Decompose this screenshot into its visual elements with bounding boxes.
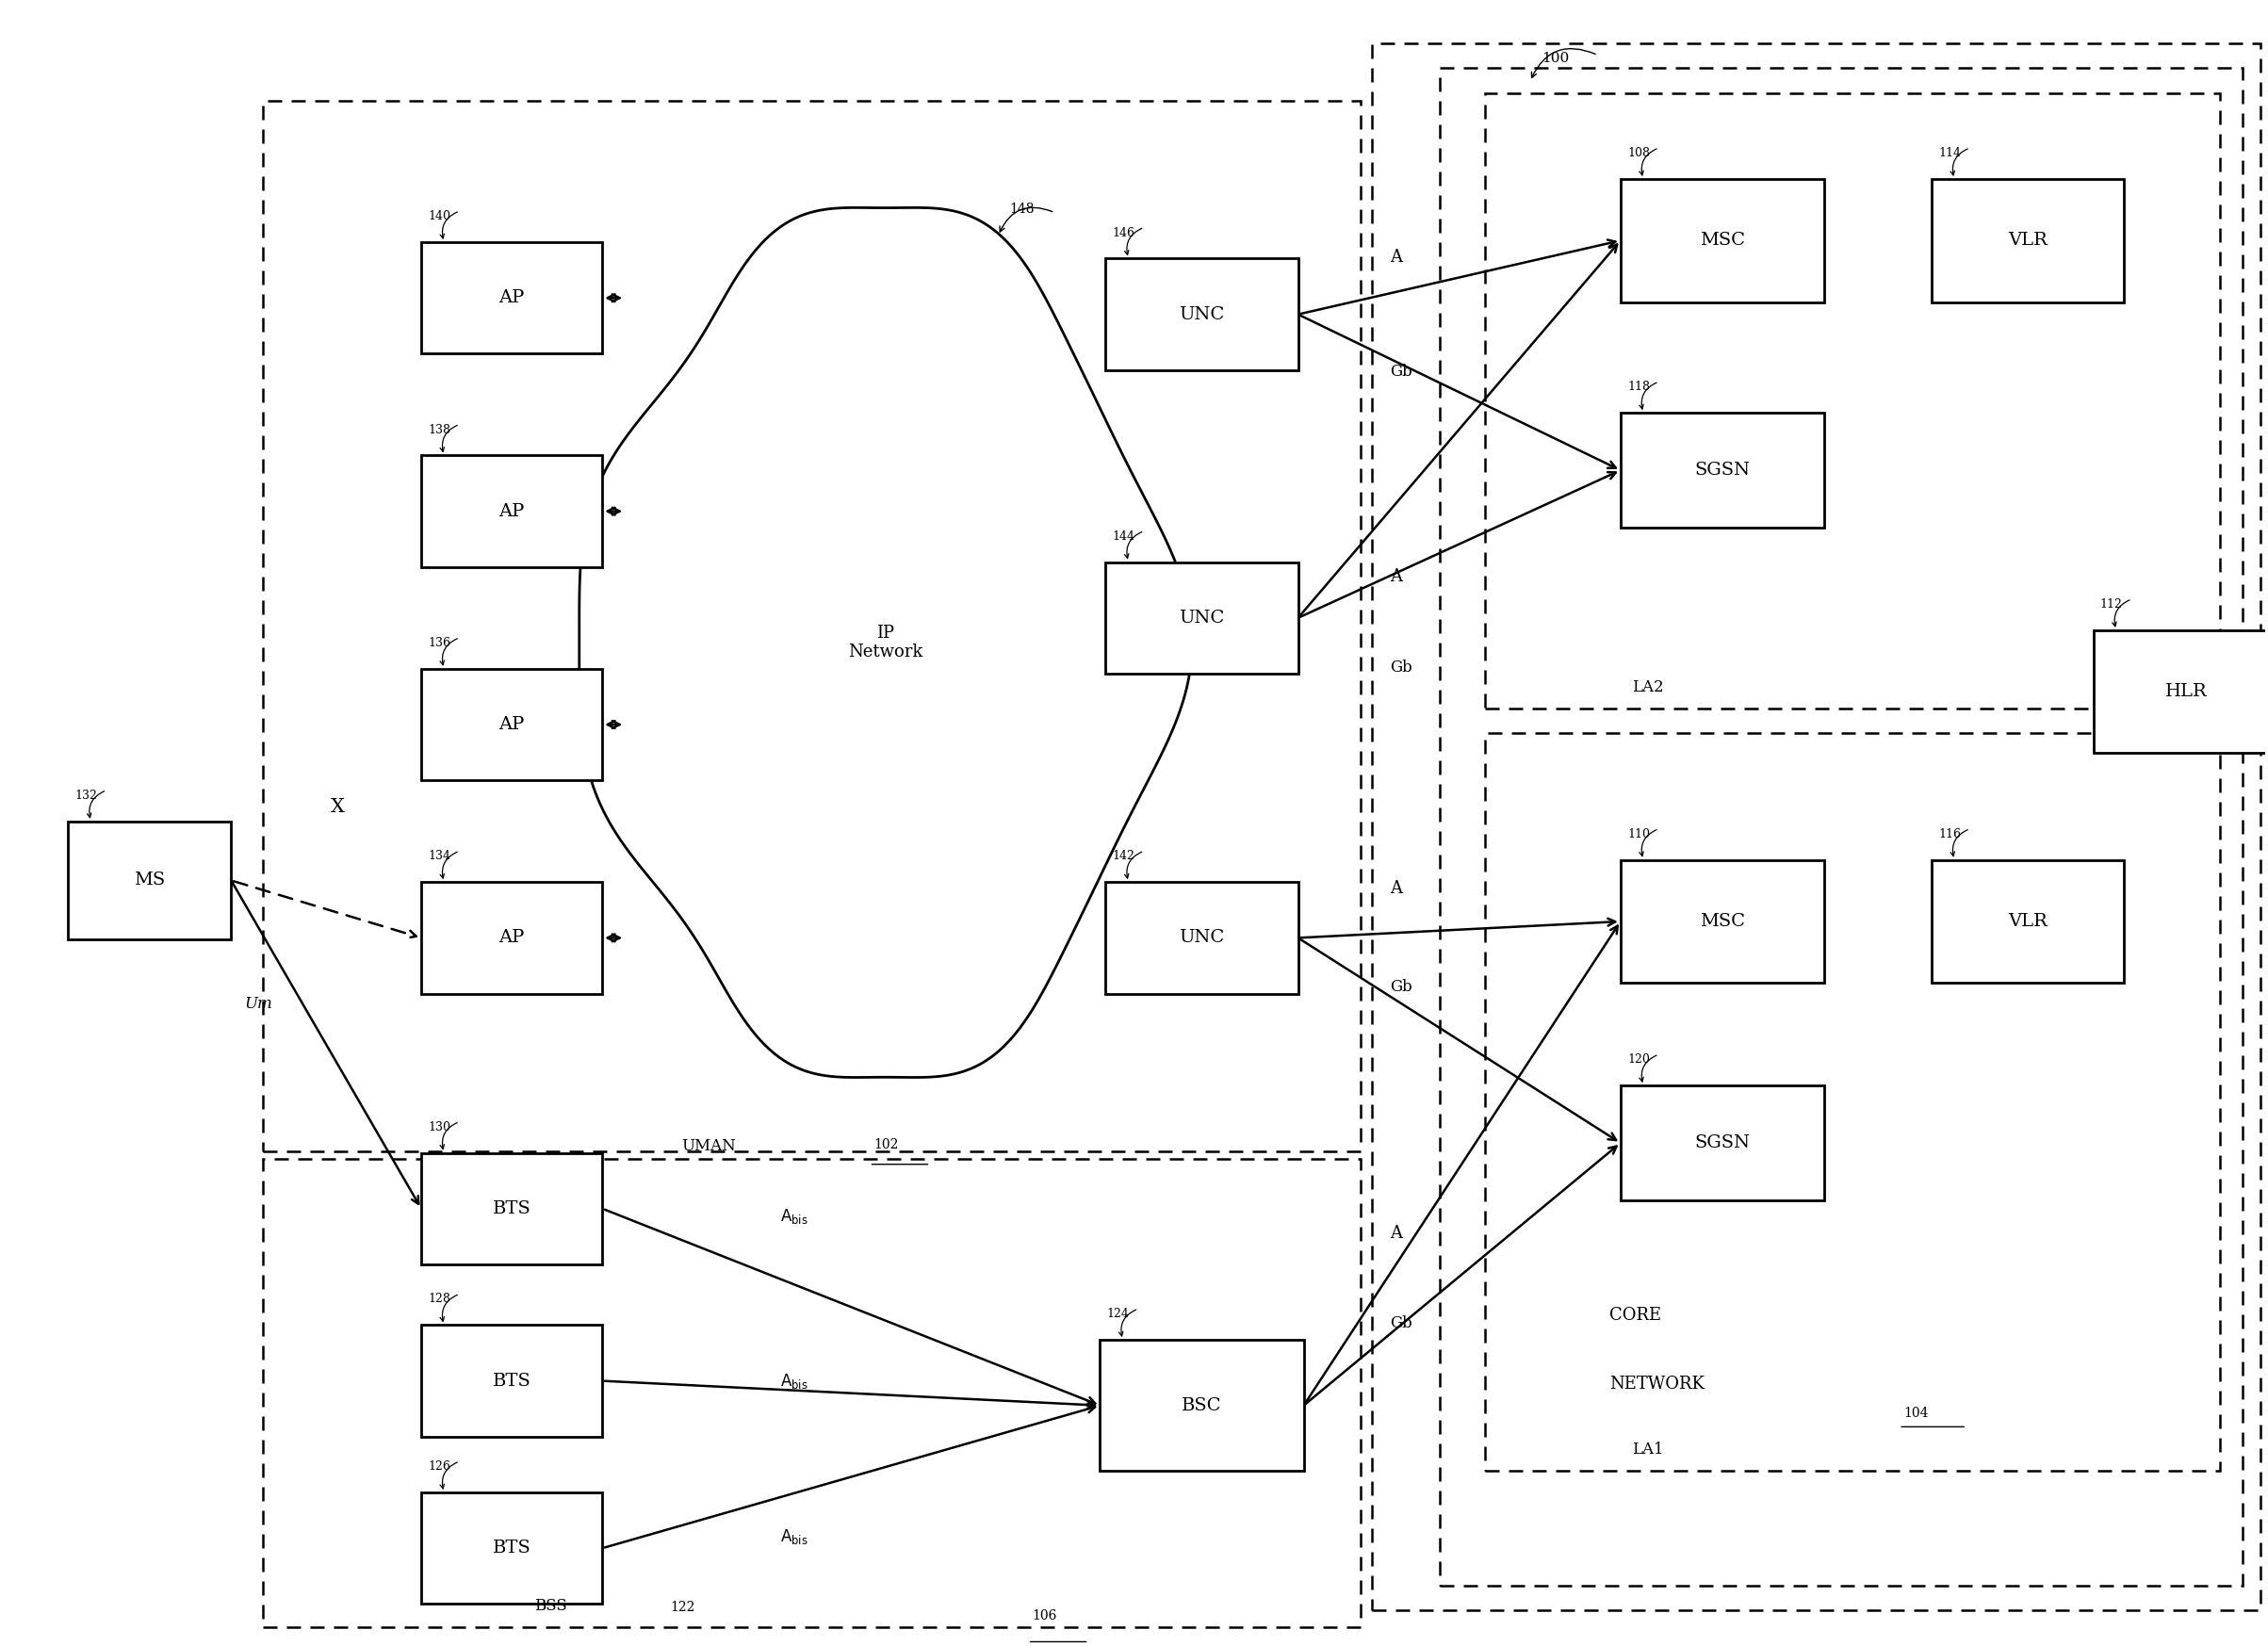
Text: Gb: Gb	[1390, 979, 1413, 996]
Text: 140: 140	[429, 211, 451, 222]
Text: 148: 148	[1009, 202, 1034, 216]
Text: VLR: VLR	[2007, 914, 2048, 930]
Text: 100: 100	[1542, 51, 1569, 66]
Bar	[263, 1159, 1361, 1626]
Text: AP: AP	[499, 290, 524, 306]
Text: X: X	[331, 798, 345, 815]
Text: Gb: Gb	[1390, 1315, 1413, 1332]
Bar	[422, 1325, 603, 1437]
Bar	[422, 882, 603, 994]
Text: SGSN: SGSN	[1694, 463, 1751, 479]
Text: $\mathregular{A_{bis}}$: $\mathregular{A_{bis}}$	[780, 1371, 810, 1391]
Text: Gb: Gb	[1390, 658, 1413, 675]
Bar	[1486, 92, 2220, 708]
Text: BTS: BTS	[492, 1200, 531, 1216]
Bar	[422, 668, 603, 780]
Text: UNC: UNC	[1179, 609, 1225, 627]
Text: UMAN: UMAN	[680, 1137, 735, 1154]
Bar	[1932, 179, 2123, 303]
Text: UNC: UNC	[1179, 306, 1225, 323]
Text: MSC: MSC	[1699, 232, 1744, 249]
Text: MS: MS	[134, 872, 166, 889]
Bar	[1440, 67, 2243, 1587]
Bar	[1486, 732, 2220, 1472]
Text: 136: 136	[429, 637, 451, 649]
Text: IP
Network: IP Network	[848, 624, 923, 660]
Text: 144: 144	[1114, 530, 1134, 543]
Polygon shape	[578, 207, 1193, 1078]
Text: AP: AP	[499, 716, 524, 732]
Text: 142: 142	[1114, 849, 1134, 863]
Bar	[263, 100, 1361, 1151]
Text: 106: 106	[1032, 1608, 1057, 1621]
Bar	[1100, 1340, 1304, 1472]
Text: 146: 146	[1114, 227, 1134, 239]
Text: $\mathregular{A_{bis}}$: $\mathregular{A_{bis}}$	[780, 1527, 810, 1546]
Text: 126: 126	[429, 1460, 451, 1473]
Text: BTS: BTS	[492, 1539, 531, 1557]
Text: 110: 110	[1626, 828, 1649, 839]
Bar	[2093, 630, 2268, 754]
Bar	[422, 456, 603, 566]
Text: 128: 128	[429, 1294, 451, 1305]
Bar	[422, 1152, 603, 1264]
Text: Um: Um	[245, 996, 272, 1012]
Text: BSC: BSC	[1182, 1397, 1222, 1414]
Text: LA2: LA2	[1631, 680, 1662, 695]
Text: 130: 130	[429, 1121, 451, 1132]
Text: SGSN: SGSN	[1694, 1134, 1751, 1152]
Text: AP: AP	[499, 502, 524, 520]
Bar	[1932, 859, 2123, 983]
Text: 104: 104	[1903, 1407, 1928, 1420]
Bar	[1372, 44, 2261, 1610]
Bar	[1107, 563, 1297, 673]
Text: 114: 114	[1939, 146, 1962, 160]
Text: LA1: LA1	[1631, 1442, 1662, 1458]
Text: BSS: BSS	[535, 1598, 567, 1613]
Bar	[1107, 258, 1297, 370]
Text: UNC: UNC	[1179, 930, 1225, 946]
Text: A: A	[1390, 881, 1402, 897]
Text: BTS: BTS	[492, 1373, 531, 1389]
Text: A: A	[1390, 1225, 1402, 1241]
Bar	[1622, 1085, 1823, 1200]
Text: A: A	[1390, 249, 1402, 265]
Text: 102: 102	[873, 1137, 898, 1151]
Text: 118: 118	[1626, 380, 1649, 393]
Text: 138: 138	[429, 423, 451, 436]
Text: 112: 112	[2100, 597, 2123, 611]
Text: 122: 122	[669, 1600, 694, 1613]
Bar	[1622, 413, 1823, 528]
Text: HLR: HLR	[2166, 683, 2207, 700]
Bar	[422, 242, 603, 354]
Text: VLR: VLR	[2007, 232, 2048, 249]
Bar	[1622, 179, 1823, 303]
Text: 132: 132	[75, 790, 98, 802]
Text: CORE: CORE	[1610, 1307, 1660, 1323]
Bar	[1107, 882, 1297, 994]
Text: 134: 134	[429, 849, 451, 863]
Text: $\mathregular{A_{bis}}$: $\mathregular{A_{bis}}$	[780, 1208, 810, 1226]
Text: AP: AP	[499, 930, 524, 946]
Bar	[422, 1493, 603, 1603]
Text: 108: 108	[1626, 146, 1649, 160]
Text: 116: 116	[1939, 828, 1962, 839]
Text: 124: 124	[1107, 1309, 1129, 1320]
Text: NETWORK: NETWORK	[1610, 1376, 1703, 1393]
Text: MSC: MSC	[1699, 914, 1744, 930]
Text: A: A	[1390, 568, 1402, 586]
Text: Gb: Gb	[1390, 364, 1413, 380]
Text: 120: 120	[1626, 1053, 1649, 1067]
Bar	[1622, 859, 1823, 983]
Bar	[68, 821, 231, 940]
